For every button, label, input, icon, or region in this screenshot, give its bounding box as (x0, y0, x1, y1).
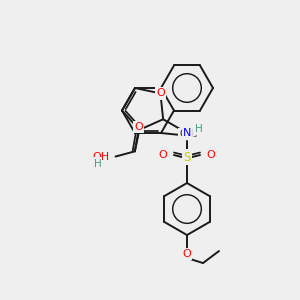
Text: O: O (207, 150, 215, 160)
Text: O: O (183, 249, 191, 259)
Text: CH₃: CH₃ (179, 129, 197, 139)
Text: O: O (159, 150, 167, 160)
Text: OH: OH (92, 152, 110, 161)
Text: H: H (94, 158, 101, 169)
Text: H: H (195, 124, 203, 134)
Text: O: O (134, 122, 143, 132)
Text: N: N (183, 128, 191, 138)
Text: O: O (156, 88, 165, 98)
Text: S: S (183, 151, 191, 164)
